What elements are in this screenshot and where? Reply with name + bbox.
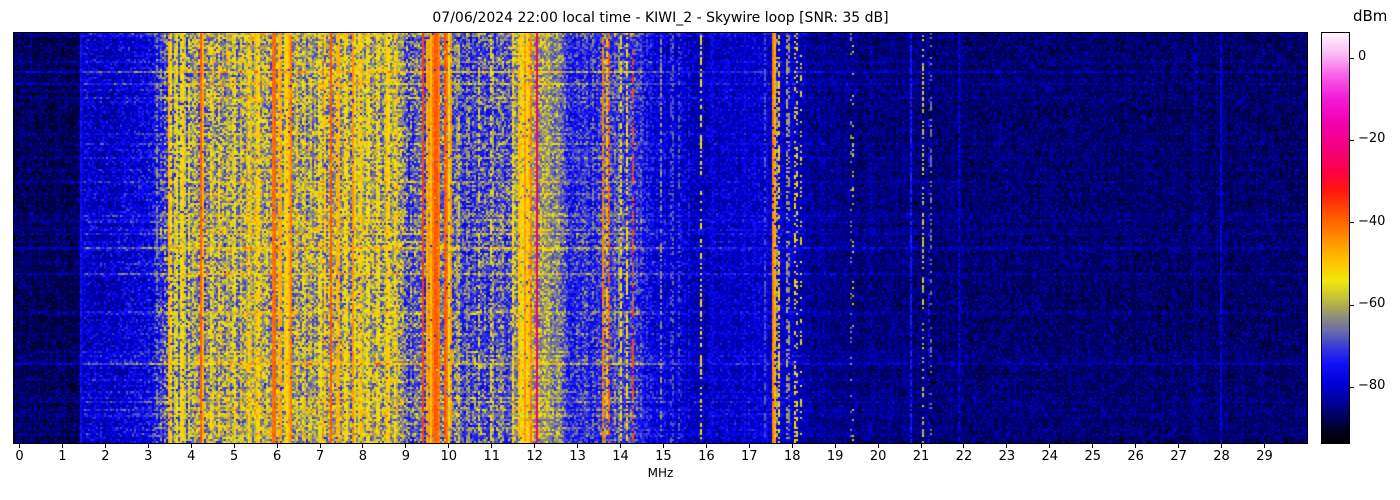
- x-tick-label: 25: [1084, 449, 1102, 464]
- colorbar-tick-label: −40: [1358, 213, 1386, 229]
- colorbar-tick-mark: [1350, 386, 1354, 388]
- colorbar-tick-mark: [1350, 57, 1354, 59]
- x-tick-mark: [877, 444, 879, 448]
- x-tick-mark: [1049, 444, 1051, 448]
- x-tick-label: 23: [998, 449, 1016, 464]
- colorbar-tick-label: 0: [1358, 49, 1367, 65]
- x-tick-label: 27: [1170, 449, 1187, 464]
- x-tick-mark: [534, 444, 536, 448]
- x-tick-mark: [491, 444, 493, 448]
- x-tick-label: 18: [783, 449, 801, 464]
- colorbar-tick-label: −80: [1358, 378, 1386, 394]
- x-tick-mark: [620, 444, 622, 448]
- x-tick-label: 6: [272, 449, 282, 464]
- x-tick-label: 10: [440, 449, 458, 464]
- x-tick-label: 15: [655, 449, 672, 464]
- x-tick-mark: [1092, 444, 1094, 448]
- x-tick-label: 16: [698, 449, 715, 464]
- x-tick-mark: [104, 444, 106, 448]
- x-tick-label: 4: [187, 449, 196, 464]
- colorbar-tick-label: −60: [1358, 296, 1386, 312]
- x-tick-label: 13: [569, 449, 586, 464]
- x-tick-label: 9: [401, 449, 410, 464]
- x-tick-label: 17: [741, 449, 758, 464]
- spectrogram-plot: [13, 32, 1308, 444]
- x-tick-mark: [705, 444, 707, 448]
- x-tick-label: 22: [955, 449, 973, 464]
- x-tick-mark: [319, 444, 321, 448]
- x-tick-mark: [920, 444, 922, 448]
- x-tick-label: 26: [1127, 449, 1144, 464]
- x-tick-label: 1: [58, 449, 67, 464]
- x-tick-mark: [1135, 444, 1137, 448]
- x-tick-mark: [1221, 444, 1223, 448]
- colorbar-tick-mark: [1350, 139, 1354, 141]
- colorbar: [1321, 32, 1350, 444]
- x-tick-label: 20: [869, 449, 887, 464]
- x-tick-mark: [748, 444, 750, 448]
- x-tick-mark: [19, 444, 20, 448]
- x-tick-mark: [276, 444, 278, 448]
- x-tick-label: 5: [230, 449, 239, 464]
- colorbar-tick-mark: [1350, 304, 1354, 306]
- x-tick-mark: [963, 444, 965, 448]
- plot-title: 07/06/2024 22:00 local time - KIWI_2 - S…: [432, 10, 889, 26]
- x-tick-mark: [791, 444, 793, 448]
- x-tick-mark: [1178, 444, 1180, 448]
- x-tick-label: 21: [912, 449, 930, 464]
- x-tick-mark: [61, 444, 63, 448]
- x-tick-label: 8: [358, 449, 368, 464]
- x-tick-mark: [233, 444, 235, 448]
- x-axis-label: MHz: [647, 466, 674, 480]
- x-tick-mark: [362, 444, 364, 448]
- x-tick-mark: [834, 444, 836, 448]
- colorbar-unit-label: dBm: [1353, 7, 1388, 25]
- x-tick-mark: [1006, 444, 1008, 448]
- x-tick-mark: [147, 444, 149, 448]
- x-tick-mark: [190, 444, 192, 448]
- x-tick-label: 11: [483, 449, 500, 464]
- x-tick-label: 29: [1256, 449, 1273, 464]
- x-tick-label: 28: [1213, 449, 1230, 464]
- x-tick-mark: [448, 444, 450, 448]
- colorbar-tick-mark: [1350, 222, 1354, 224]
- x-tick-mark: [1263, 444, 1265, 448]
- x-tick-mark: [577, 444, 579, 448]
- x-tick-mark: [405, 444, 407, 448]
- x-tick-label: 14: [612, 449, 629, 464]
- x-tick-label: 24: [1041, 449, 1059, 464]
- x-tick-label: 7: [315, 449, 325, 464]
- x-tick-label: 12: [526, 449, 543, 464]
- x-tick-label: 0: [15, 449, 24, 464]
- waterfall-canvas: [14, 33, 1307, 443]
- x-tick-label: 2: [101, 449, 110, 464]
- x-tick-mark: [662, 444, 664, 448]
- x-tick-label: 19: [826, 449, 844, 464]
- x-tick-label: 3: [144, 449, 153, 464]
- colorbar-tick-label: −20: [1358, 131, 1386, 147]
